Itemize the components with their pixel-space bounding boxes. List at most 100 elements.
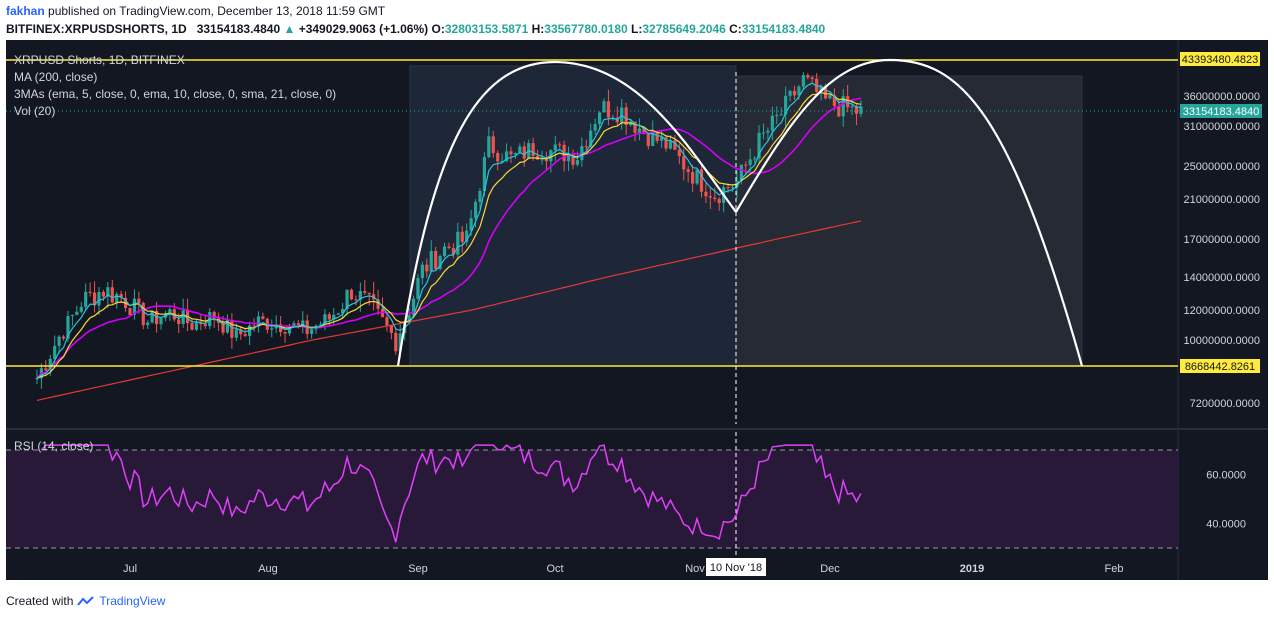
pattern-box-right[interactable] xyxy=(735,75,1083,367)
candle-body xyxy=(593,124,597,131)
candle-body xyxy=(239,329,243,335)
candle-body xyxy=(473,201,478,219)
svg-text:8668442.8261: 8668442.8261 xyxy=(1185,361,1255,373)
candle-body xyxy=(225,320,230,333)
time-scale xyxy=(6,554,1268,580)
author-link[interactable]: fakhan xyxy=(6,4,45,18)
candle-body xyxy=(589,130,593,147)
candle-body xyxy=(451,247,455,255)
candle-body xyxy=(708,196,712,198)
ohlc-high: H:33567780.0180 xyxy=(531,22,628,36)
candle-body xyxy=(841,96,845,117)
candle-body xyxy=(823,85,828,99)
candle-body xyxy=(819,85,823,92)
candle-body xyxy=(504,151,509,162)
price-chart[interactable]: 36000000.0000 31000000.0000 25000000.0000 2… xyxy=(0,40,1274,582)
candle-body xyxy=(88,291,92,293)
candle-body xyxy=(137,298,141,303)
candle-body xyxy=(66,316,70,339)
ema5-line xyxy=(36,82,861,379)
candle-body xyxy=(482,157,486,192)
rsi-tick-label: 60.0000 xyxy=(1206,470,1246,482)
candle-body xyxy=(761,132,766,134)
candle-body xyxy=(850,106,854,108)
x-tick-label: Oct xyxy=(546,563,563,575)
x-tick-label: Jul xyxy=(123,563,137,575)
candle-body xyxy=(376,299,380,309)
candle-body xyxy=(234,329,238,338)
candle-body xyxy=(642,128,646,135)
candle-body xyxy=(84,291,88,307)
x-tick-label: Feb xyxy=(1105,563,1124,575)
legend-vol: Vol (20) xyxy=(14,104,55,118)
y-tick-label: 10000000.0000 xyxy=(1184,335,1260,347)
legend-title: XRPUSD Shorts, 1D, BITFINEX xyxy=(14,53,185,67)
candle-body xyxy=(704,191,708,197)
y-tick-label: 14000000.0000 xyxy=(1184,272,1260,284)
candle-body xyxy=(194,321,199,330)
candle-body xyxy=(394,332,398,352)
candle-body xyxy=(203,324,207,327)
x-tick-label: Dec xyxy=(820,563,840,575)
candle-body xyxy=(407,315,411,323)
tradingview-link[interactable]: TradingView xyxy=(99,594,166,608)
candle-body xyxy=(221,322,225,333)
svg-text:10 Nov '18: 10 Nov '18 xyxy=(710,562,762,574)
candle-body xyxy=(677,149,681,157)
candle-body xyxy=(637,128,642,133)
candle-body xyxy=(248,325,252,336)
x-tick-label: Nov xyxy=(685,563,705,575)
x-tick-label: Aug xyxy=(258,563,278,575)
rsi-axis-labels: 60.0000 40.0000 xyxy=(1206,470,1246,531)
candle-body xyxy=(770,115,774,131)
y-tick-label: 21000000.0000 xyxy=(1184,194,1260,206)
candle-body xyxy=(487,136,491,158)
candle-body xyxy=(110,287,114,303)
y-tick-label: 7200000.0000 xyxy=(1190,398,1260,410)
candle-body xyxy=(509,151,513,155)
candle-body xyxy=(854,106,859,114)
candle-body xyxy=(434,251,438,270)
candle-body xyxy=(779,114,783,116)
candle-body xyxy=(664,137,668,149)
candle-body xyxy=(318,324,323,326)
y-tick-label: 31000000.0000 xyxy=(1184,121,1260,133)
candle-body xyxy=(558,144,562,146)
candle-body xyxy=(57,336,61,346)
candle-body xyxy=(575,160,580,165)
candle-body xyxy=(797,86,801,96)
cup-arc-left[interactable] xyxy=(396,60,737,367)
candle-body xyxy=(398,333,402,352)
cup-arc-right[interactable] xyxy=(735,58,1084,367)
ohlc-open: O:32803153.5871 xyxy=(431,22,529,36)
candle-body xyxy=(420,264,424,279)
publish-info: fakhan published on TradingView.com, Dec… xyxy=(6,4,385,18)
candle-body xyxy=(35,378,39,380)
candle-body xyxy=(292,323,296,328)
candle-body xyxy=(354,299,358,301)
candle-body xyxy=(181,310,185,325)
candle-body xyxy=(730,187,735,189)
legend-ma: MA (200, close) xyxy=(14,70,97,84)
change-arrow-icon: ▲ xyxy=(283,22,296,36)
pattern-box-left[interactable] xyxy=(409,65,737,367)
candle-body xyxy=(660,137,664,141)
y-tick-label: 25000000.0000 xyxy=(1184,161,1260,173)
rsi-band xyxy=(6,450,1178,548)
price-tag-bottom: 8668442.8261 xyxy=(1180,359,1260,373)
rsi-legend: RSI (14, close) xyxy=(14,439,93,453)
candle-body xyxy=(828,95,832,99)
candle-body xyxy=(571,153,575,165)
candle-body xyxy=(287,327,292,334)
candle-body xyxy=(341,309,345,314)
candle-body xyxy=(566,153,571,162)
candle-body xyxy=(363,291,367,293)
candle-body xyxy=(646,134,650,146)
candle-body xyxy=(70,314,75,317)
candle-body xyxy=(261,316,265,319)
ohlc-low: L:32785649.2046 xyxy=(631,22,726,36)
candle-body xyxy=(442,246,447,257)
candle-body xyxy=(115,294,119,303)
candle-body xyxy=(518,146,522,154)
y-tick-label: 36000000.0000 xyxy=(1184,91,1260,103)
